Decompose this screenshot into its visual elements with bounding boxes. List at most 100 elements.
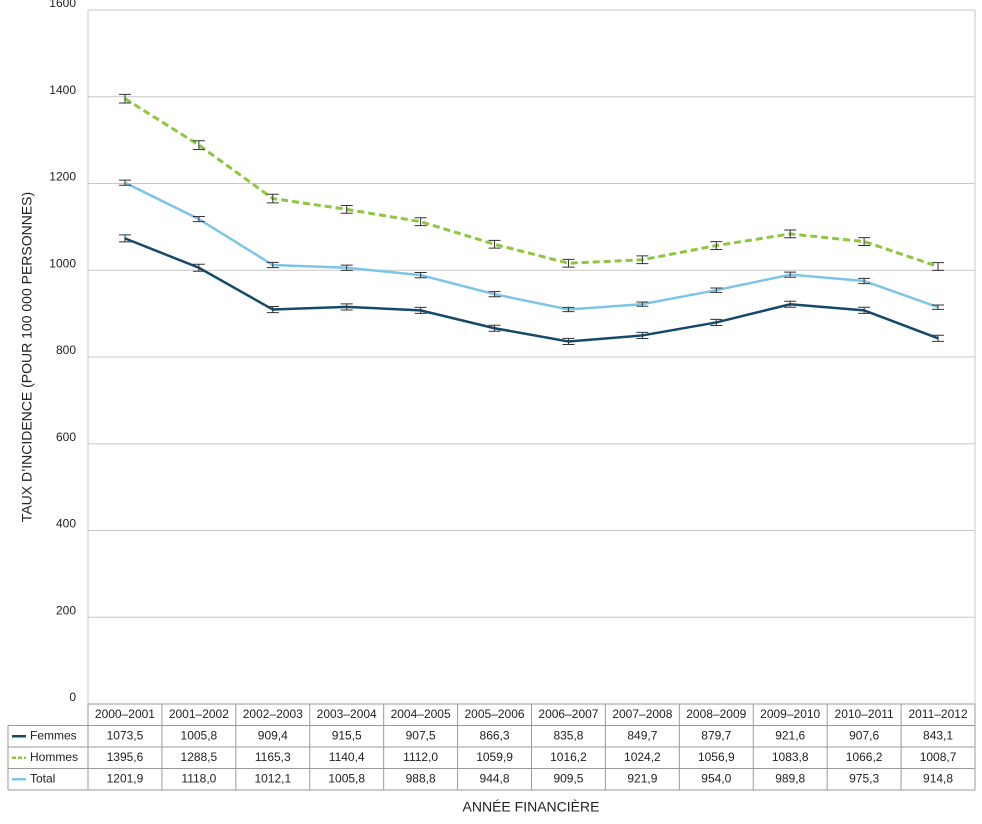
x-tick-label: 2002–2003: [243, 707, 303, 721]
error-bar: [858, 306, 871, 314]
x-tick-label: 2000–2001: [95, 707, 155, 721]
table-value: 1083,8: [772, 750, 809, 764]
table-value: 866,3: [480, 728, 510, 742]
table-value: 907,6: [849, 728, 879, 742]
error-bar: [858, 237, 871, 246]
table-value: 921,9: [627, 771, 657, 785]
table-value: 989,8: [775, 771, 805, 785]
table-value: 914,8: [923, 771, 953, 785]
x-tick-label: 2007–2008: [612, 707, 672, 721]
y-tick-label: 400: [56, 517, 76, 531]
x-tick-label: 2010–2011: [835, 707, 895, 721]
legend-label: Hommes: [30, 750, 78, 764]
x-tick-label: 2006–2007: [538, 707, 598, 721]
legend-label: Total: [30, 771, 55, 785]
x-tick-label: 2001–2002: [169, 707, 229, 721]
error-bar: [266, 261, 279, 269]
y-tick-label: 1400: [49, 83, 76, 97]
error-bar: [118, 93, 131, 104]
y-tick-label: 600: [56, 430, 76, 444]
y-axis-title: TAUX D’INCIDENCE (POUR 100 000 PERSONNES…: [19, 192, 35, 522]
error-bar: [118, 234, 131, 243]
series-line: [124, 97, 939, 268]
table-value: 1056,9: [698, 750, 735, 764]
y-tick-label: 1200: [49, 170, 76, 184]
table-value: 975,3: [849, 771, 879, 785]
error-bar: [192, 215, 205, 223]
x-tick-label: 2003–2004: [317, 707, 377, 721]
table-value: 1024,2: [624, 750, 661, 764]
error-bar: [932, 304, 945, 310]
table-value: 879,7: [701, 728, 731, 742]
error-bar: [192, 140, 205, 150]
error-bar: [340, 264, 353, 271]
table-value: 1112,0: [403, 750, 438, 764]
table-value: 1008,7: [920, 750, 957, 764]
y-tick-label: 1000: [49, 256, 76, 270]
table-value: 909,4: [258, 728, 288, 742]
error-bar: [488, 324, 501, 332]
table-value: 1165,3: [255, 750, 291, 764]
error-bar: [340, 204, 353, 214]
error-bar: [932, 262, 945, 271]
error-bar: [636, 331, 649, 339]
error-bar: [710, 287, 723, 293]
x-axis-title: ANNÉE FINANCIÈRE: [463, 799, 600, 815]
table-value: 843,1: [923, 728, 953, 742]
error-bar: [932, 334, 945, 342]
error-bar: [118, 179, 131, 186]
legend-label: Femmes: [30, 728, 77, 742]
error-bar: [784, 229, 797, 239]
x-tick-label: 2011–2012: [908, 707, 968, 721]
error-bar: [784, 300, 797, 308]
x-tick-label: 2004–2005: [391, 707, 451, 721]
error-bar: [710, 318, 723, 326]
table-value: 1118,0: [181, 771, 216, 785]
error-bar: [340, 303, 353, 311]
table-value: 954,0: [701, 771, 731, 785]
error-bar: [636, 301, 649, 307]
error-bar: [414, 217, 427, 227]
error-bar: [636, 255, 649, 265]
error-bar: [414, 272, 427, 279]
error-bar: [784, 271, 797, 278]
table-value: 915,5: [332, 728, 362, 742]
error-bar: [858, 277, 871, 285]
table-value: 988,8: [406, 771, 436, 785]
table-value: 921,6: [775, 728, 805, 742]
error-bar: [192, 263, 205, 272]
table-value: 944,8: [480, 771, 510, 785]
error-bar: [710, 241, 723, 250]
x-tick-label: 2005–2006: [465, 707, 525, 721]
error-bar: [562, 337, 575, 346]
error-bar: [562, 306, 575, 313]
table-value: 909,5: [553, 771, 583, 785]
error-bar: [488, 239, 501, 249]
table-value: 1288,5: [181, 750, 218, 764]
error-bar: [266, 193, 279, 204]
series-line: [124, 237, 939, 343]
table-value: 1005,8: [328, 771, 365, 785]
table-value: 907,5: [406, 728, 436, 742]
error-bar: [562, 258, 575, 268]
table-value: 1012,1: [254, 771, 291, 785]
table-value: 1016,2: [550, 750, 587, 764]
x-tick-label: 2008–2009: [686, 707, 746, 721]
series-line: [124, 181, 939, 311]
table-value: 1201,9: [107, 771, 144, 785]
x-tick-label: 2009–2010: [760, 707, 820, 721]
y-tick-label: 800: [56, 343, 76, 357]
table-value: 1073,5: [107, 728, 144, 742]
table-value: 835,8: [553, 728, 583, 742]
y-tick-label: 1600: [49, 0, 76, 10]
error-bar: [414, 306, 427, 314]
y-tick-label: 200: [56, 603, 76, 617]
table-value: 849,7: [627, 728, 657, 742]
table-value: 1066,2: [846, 750, 883, 764]
table-value: 1005,8: [181, 728, 218, 742]
error-bar: [488, 291, 501, 298]
table-value: 1140,4: [329, 750, 365, 764]
y-tick-label: 0: [69, 690, 76, 704]
table-value: 1395,6: [107, 750, 144, 764]
